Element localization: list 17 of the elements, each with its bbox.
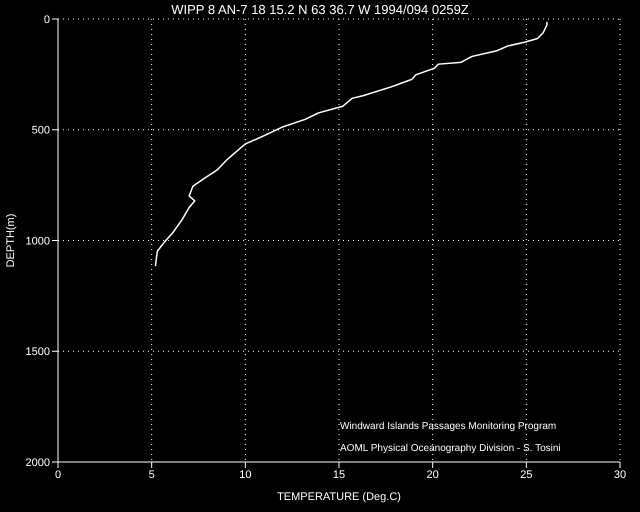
x-tick-label: 20	[426, 468, 439, 481]
annotation: AOML Physical Oceanography Division - S. Tosini	[340, 442, 561, 456]
x-axis-title: TEMPERATURE (Deg.C)	[277, 491, 401, 503]
x-tick-label: 5	[148, 468, 155, 481]
x-tick-label: 0	[54, 468, 62, 481]
y-tick-label: 1500	[26, 346, 50, 358]
x-tick-label: 30	[614, 468, 626, 481]
y-tick-label: 500	[32, 124, 50, 137]
y-axis-title: DEPTH(m)	[4, 214, 17, 268]
x-tick-label: 10	[239, 468, 252, 481]
y-tick-label: 2000	[26, 456, 50, 469]
chart-title: WIPP 8 AN-7 18 15.2 N 63 36.7 W 1994/094 0259Z	[171, 2, 469, 17]
x-tick-label: 25	[520, 468, 532, 481]
x-tick-label: 15	[332, 468, 346, 481]
y-tick-label: 1000	[26, 235, 50, 248]
y-tick-label: 0	[44, 14, 50, 26]
annotation: Windward Islands Passages Monitoring Program	[340, 420, 558, 434]
